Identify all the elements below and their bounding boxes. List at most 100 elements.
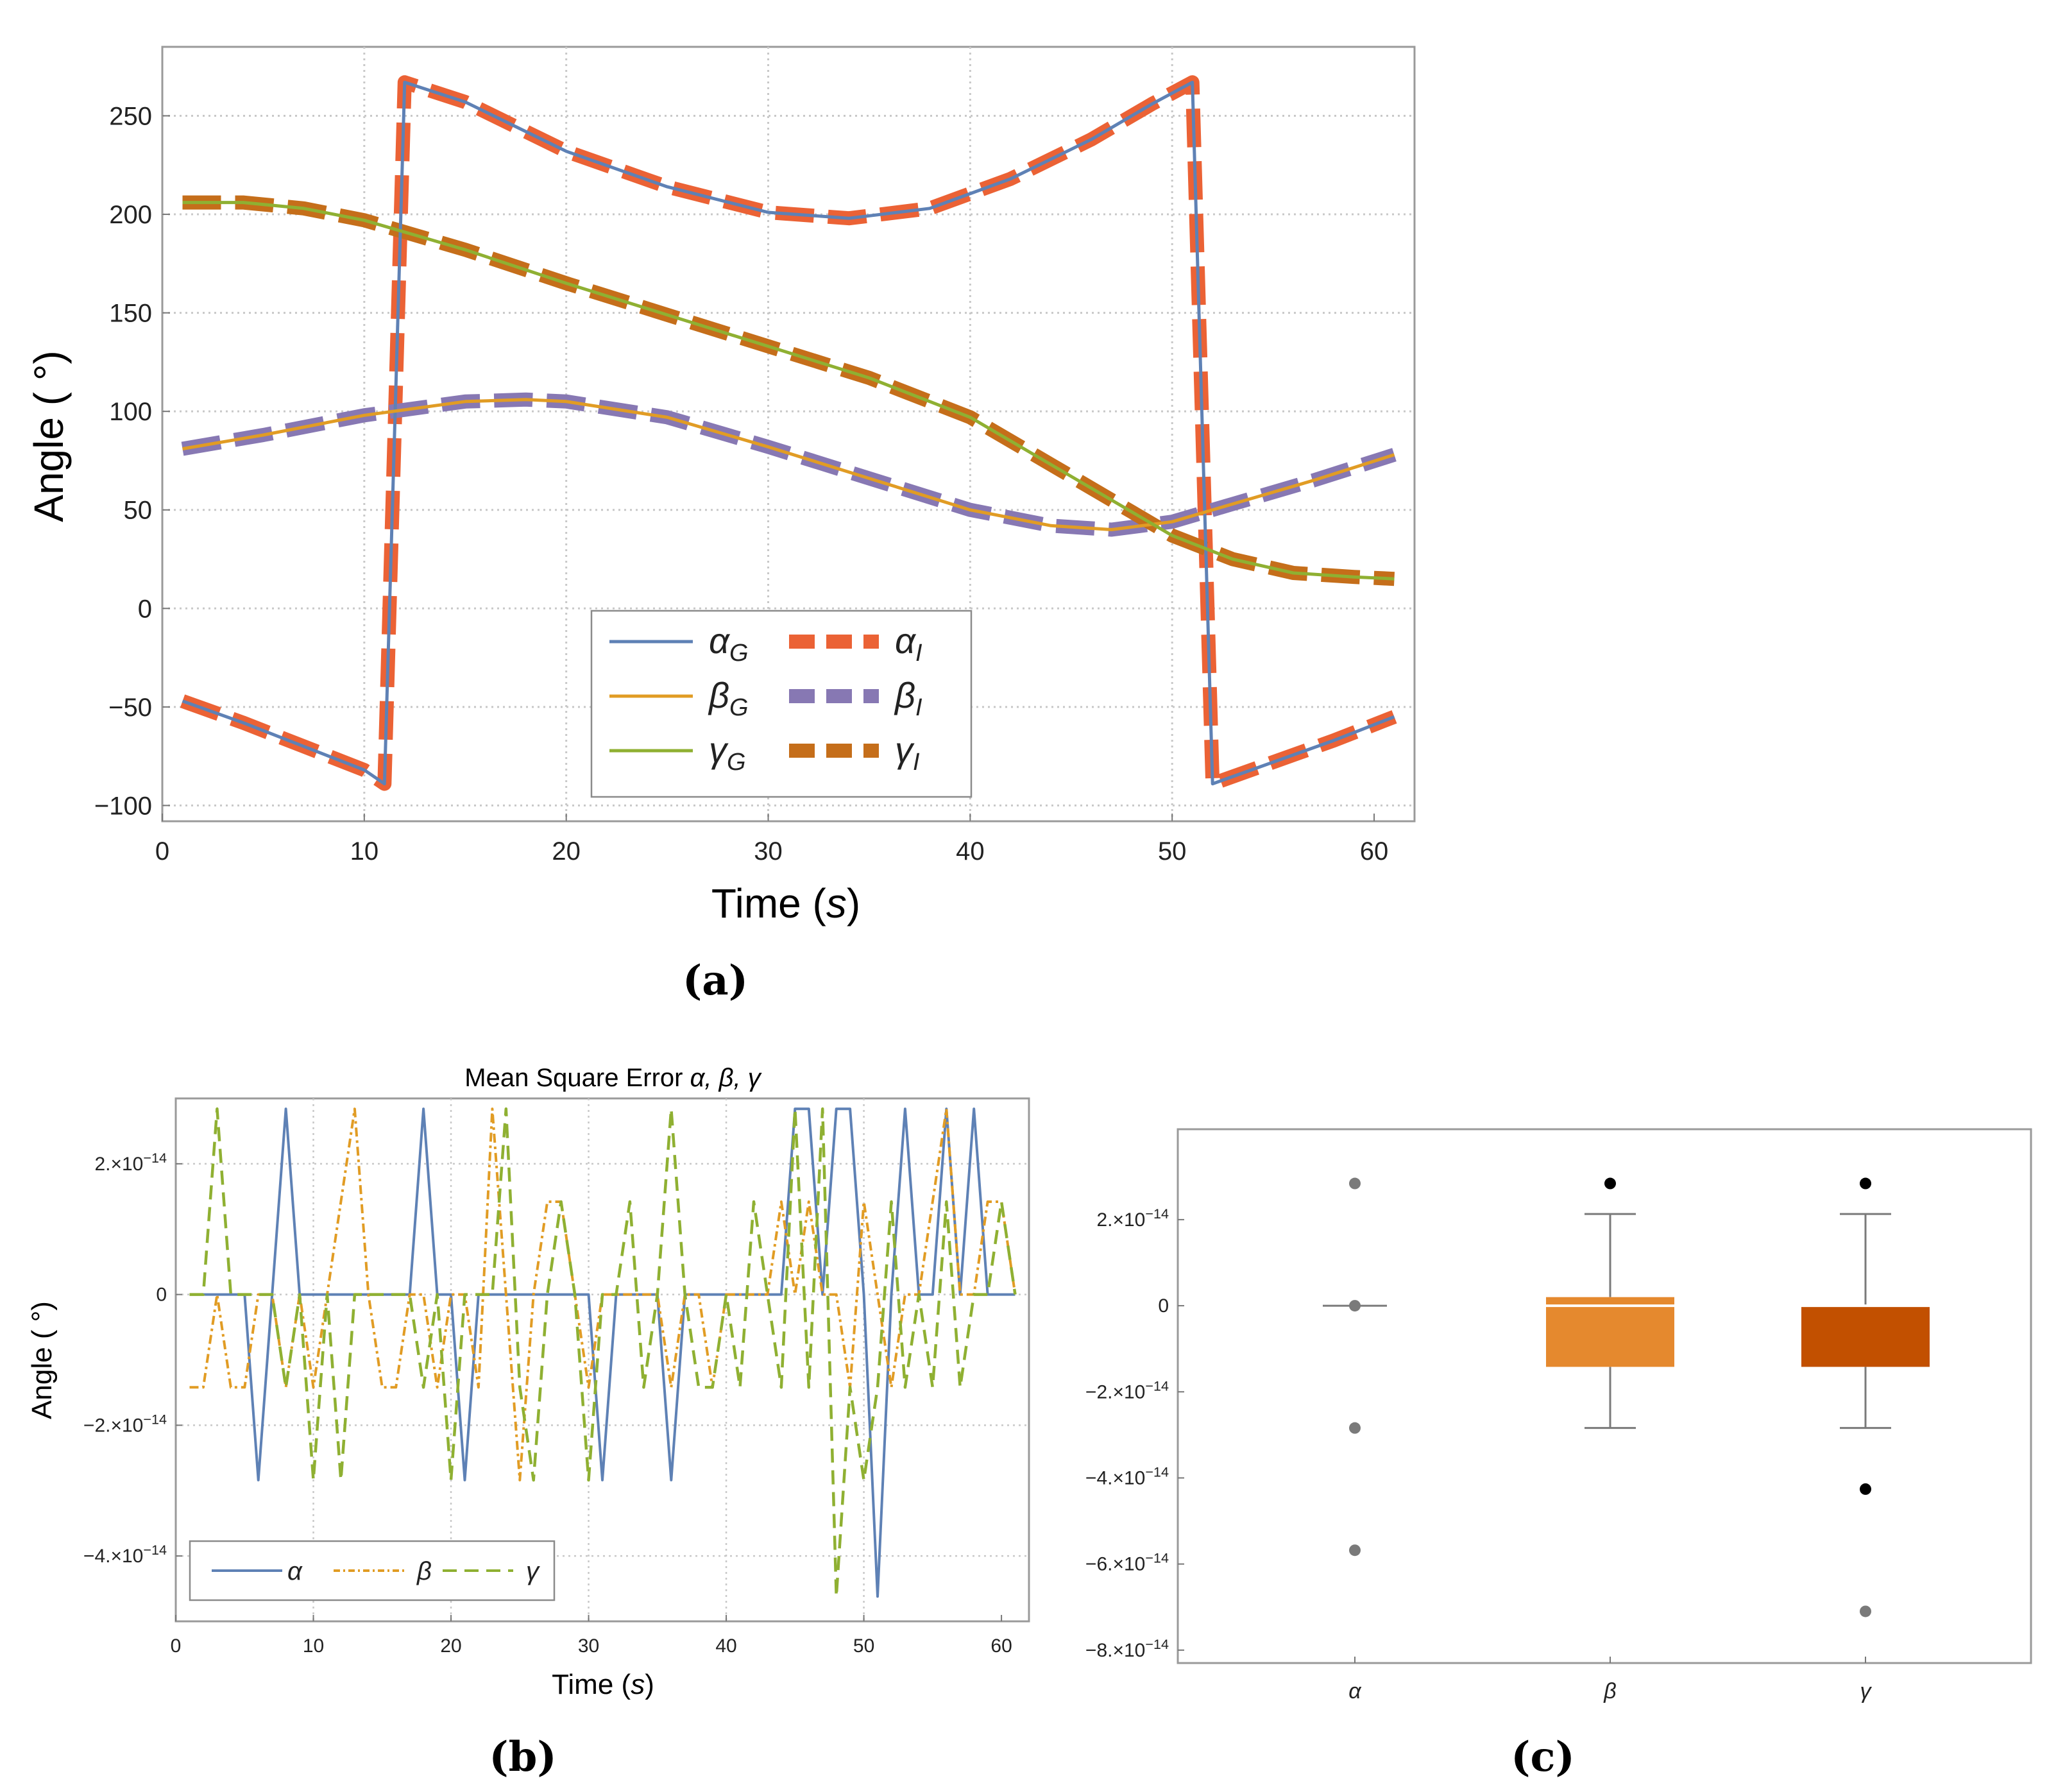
panel-a-y-axis-label: Angle ( °)	[26, 350, 72, 522]
panel-b-y-tick-label-mantissa: −4.×10	[83, 1546, 143, 1567]
box-2-outlier-point	[1860, 1483, 1871, 1495]
box-1-iqr-box	[1546, 1297, 1674, 1367]
legend-beta_g-label: β	[416, 1557, 432, 1585]
panel-b-y-tick-label: 2.×10−14	[94, 1150, 167, 1175]
legend-gamma_g-label: γG	[709, 730, 746, 776]
panel-a-x-tick-label: 10	[350, 837, 379, 866]
series-gamma-error-line	[189, 1107, 1017, 1598]
panel-c-x-ticks: α β γ	[1348, 1657, 1873, 1703]
panel-c-y-tick-label: 0	[1158, 1295, 1169, 1317]
panel-c-y-tick-label-exponent: −14	[1145, 1378, 1169, 1394]
panel-b-y-axis-label: Angle ( °)	[26, 1301, 58, 1419]
panel-a-x-ticks: 0 10 20 30 40 50 60	[155, 814, 1388, 866]
legend-alpha_g-label: αG	[709, 620, 749, 667]
legend-gamma_i-label: γI	[895, 730, 920, 776]
panel-c-y-tick-label-mantissa: 2.×10	[1096, 1209, 1145, 1231]
panel-c-y-tick-label: −2.×10−14	[1085, 1378, 1169, 1403]
panel-b-y-tick-label-exponent: −14	[143, 1411, 167, 1427]
legend-symbol: α	[895, 620, 917, 661]
box-2-outlier-point	[1860, 1605, 1871, 1617]
legend-symbol: α	[709, 620, 731, 661]
legend-beta_i-label: βI	[894, 675, 922, 721]
series-alpha-G-line	[182, 80, 1395, 786]
panel-c-y-tick-label-mantissa: −2.×10	[1085, 1381, 1145, 1403]
panel-b-y-tick-label-mantissa: 2.×10	[94, 1154, 143, 1175]
panel-a-y-ticks: −100 −50 0 50 100 150 200 250	[94, 102, 170, 820]
box-1-outlier-point	[1604, 1177, 1616, 1190]
box-0-outlier-point	[1349, 1300, 1361, 1312]
legend-subscript: G	[729, 694, 749, 721]
panel-c-boxes	[1323, 1177, 1930, 1617]
panel-c-y-ticks: 2.×10−140−2.×10−14−4.×10−14−6.×10−14−8.×…	[1085, 1206, 1184, 1661]
panel-b-legend: α β γ	[189, 1540, 556, 1601]
series-gamma-G-line	[182, 201, 1395, 581]
panel-c-boxplot: 2.×10−140−2.×10−14−4.×10−14−6.×10−14−8.×…	[1085, 1128, 2032, 1781]
panel-a-x-tick-label: 60	[1360, 837, 1389, 866]
box-0-outlier-point	[1349, 1544, 1361, 1557]
panel-b-x-tick-label: 20	[440, 1635, 461, 1657]
panel-a-angle-vs-time: 0 10 20 30 40 50 60 −100 −50 0 50 100 150 200 250 Tim…	[26, 46, 1416, 1005]
panel-b-x-axis-label: Time (s)	[552, 1669, 654, 1700]
panel-c-y-tick-label: −8.×10−14	[1085, 1636, 1169, 1661]
panel-b-title: Mean Square Error α, β, γ	[464, 1064, 761, 1092]
panel-b-y-tick-label-exponent: −14	[143, 1150, 167, 1166]
panel-a-y-tick-label: 200	[109, 201, 152, 229]
panel-a-grid	[162, 47, 1415, 821]
panel-b-y-tick-label-exponent: −14	[143, 1542, 167, 1558]
panel-b-x-tick-label: 40	[715, 1635, 736, 1657]
panel-c-y-tick-label: −6.×10−14	[1085, 1550, 1169, 1575]
legend-subscript: G	[729, 640, 749, 667]
panel-c-plot-frame	[1177, 1128, 2032, 1664]
panel-c-y-tick-label-exponent: −14	[1145, 1463, 1169, 1480]
panel-a-series	[180, 75, 1397, 791]
panel-b-x-tick-label: 10	[303, 1635, 324, 1657]
panel-c-y-tick-label-mantissa: 0	[1158, 1295, 1169, 1317]
panel-b-y-ticks: 2.×10−140−2.×10−14−4.×10−14	[83, 1150, 182, 1567]
panel-c-y-tick-label-exponent: −14	[1145, 1550, 1169, 1566]
legend-subscript: I	[915, 694, 922, 721]
panel-a-y-tick-label: 0	[138, 595, 152, 623]
panel-a-x-tick-label: 20	[552, 837, 581, 866]
panel-b-x-ticks: 0 10 20 30 40 50 60	[171, 1615, 1012, 1657]
panel-a-x-tick-label: 30	[754, 837, 783, 866]
panel-a-y-tick-label: 100	[109, 398, 152, 426]
panel-c-y-tick-label-mantissa: −4.×10	[1085, 1467, 1145, 1489]
panel-c-y-tick-label: −4.×10−14	[1085, 1463, 1169, 1489]
panel-c-y-tick-label-mantissa: −8.×10	[1085, 1640, 1145, 1661]
panel-a-y-tick-label: −100	[94, 792, 152, 820]
panel-a-x-tick-label: 50	[1158, 837, 1187, 866]
panel-a-x-axis-label: Time (s)	[711, 880, 860, 926]
legend-subscript: G	[727, 749, 746, 776]
panel-b-mse-vs-time: Mean Square Error α, β, γ 0 10 20 30 40 50 60 …	[26, 1064, 1030, 1781]
panel-b-y-tick-label: −2.×10−14	[83, 1411, 167, 1436]
box-0-outlier-point	[1349, 1422, 1361, 1434]
panel-b-x-tick-label: 50	[853, 1635, 874, 1657]
panel-b-series	[189, 1107, 1017, 1598]
panel-c-y-tick-label-exponent: −14	[1145, 1206, 1169, 1222]
series-beta-G-line	[182, 398, 1395, 531]
panel-b-y-tick-label: 0	[156, 1284, 167, 1306]
panel-c-x-tick-label: γ	[1860, 1679, 1873, 1703]
panel-b-y-tick-label-mantissa: −2.×10	[83, 1415, 143, 1436]
box-2-iqr-box	[1801, 1306, 1930, 1367]
panel-b-x-tick-label: 30	[578, 1635, 599, 1657]
panel-a-y-tick-label: 150	[109, 300, 152, 328]
legend-subscript: I	[913, 749, 920, 776]
caption-a: (a)	[683, 957, 748, 1005]
panel-c-x-tick-label: β	[1603, 1679, 1616, 1703]
legend-beta_g-label: βG	[708, 675, 749, 721]
panel-c-x-tick-label: α	[1348, 1679, 1362, 1703]
caption-c: (c)	[1511, 1733, 1575, 1781]
panel-b-x-tick-label: 60	[990, 1635, 1012, 1657]
box-2-outlier-point	[1860, 1177, 1871, 1190]
panel-a-x-tick-label: 40	[956, 837, 985, 866]
panel-b-grid	[176, 1098, 1029, 1621]
panel-b-y-tick-label-mantissa: 0	[156, 1284, 167, 1306]
panel-c-y-tick-label: 2.×10−14	[1096, 1206, 1169, 1231]
legend-symbol: β	[894, 675, 915, 715]
panel-a-y-tick-label: −50	[108, 694, 152, 722]
legend-symbol: γ	[895, 730, 915, 770]
box-0-outlier-point	[1349, 1177, 1361, 1190]
